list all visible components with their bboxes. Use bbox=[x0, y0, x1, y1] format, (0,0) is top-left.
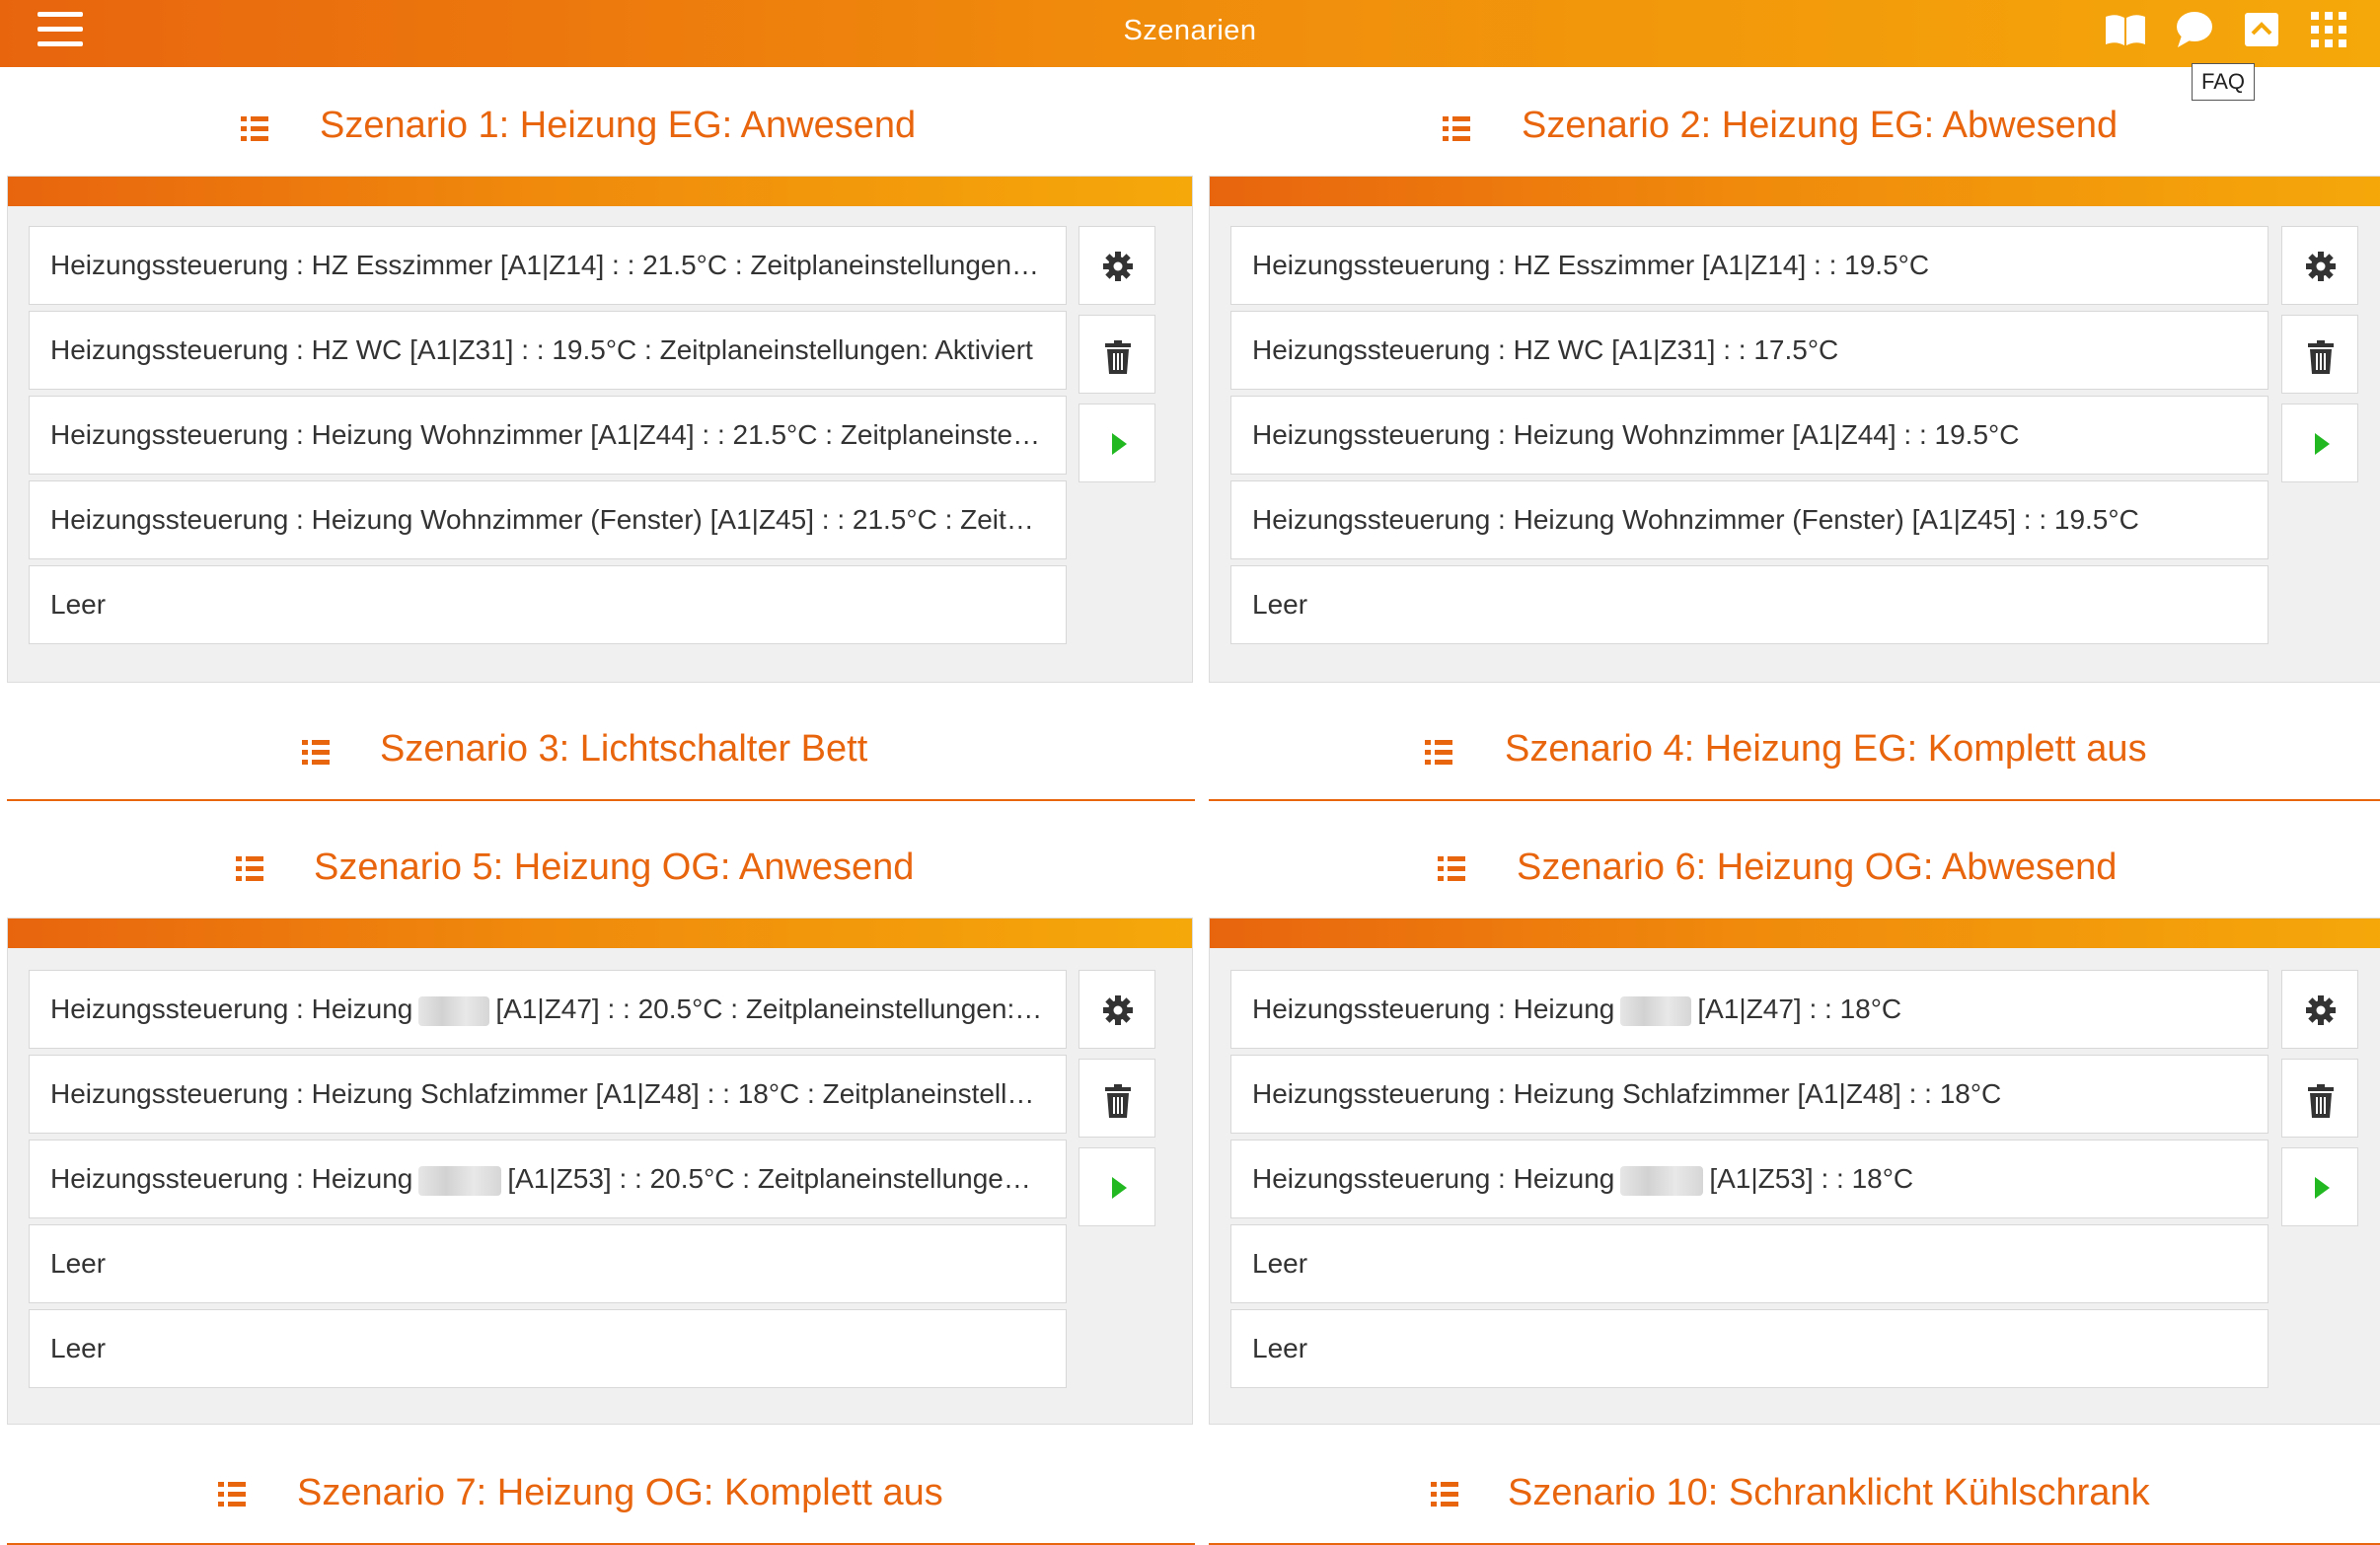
scenario-action-row[interactable]: Heizungssteuerung : Heizung Wohnzimmer (… bbox=[29, 480, 1067, 559]
delete-button[interactable] bbox=[1078, 315, 1155, 394]
scenario-action-row[interactable]: Heizungssteuerung : Heizung [A1|Z53] : : … bbox=[1230, 1140, 2268, 1218]
settings-button[interactable] bbox=[2281, 970, 2358, 1049]
scenario-action-row[interactable]: Leer bbox=[1230, 565, 2268, 644]
book-icon[interactable] bbox=[2104, 8, 2147, 51]
scenario-panel: Heizungssteuerung : HZ Esszimmer [A1|Z14… bbox=[1209, 176, 2380, 683]
scenario-action-row[interactable]: Heizungssteuerung : HZ WC [A1|Z31] : : 1… bbox=[29, 311, 1067, 390]
scenario-action-row[interactable]: Leer bbox=[1230, 1309, 2268, 1388]
play-button[interactable] bbox=[2281, 404, 2358, 482]
list-icon bbox=[302, 740, 330, 765]
scenario-action-row[interactable]: Heizungssteuerung : Heizung Schlafzimmer… bbox=[29, 1055, 1067, 1134]
scenario-title: Szenario 4: Heizung EG: Komplett aus bbox=[1505, 728, 2147, 770]
trash-icon bbox=[1105, 340, 1131, 374]
scenario-action-row[interactable]: Leer bbox=[29, 1309, 1067, 1388]
hamburger-menu-icon[interactable] bbox=[37, 12, 83, 47]
settings-button[interactable] bbox=[1078, 970, 1155, 1049]
list-icon bbox=[236, 856, 263, 881]
scenario-title: Szenario 7: Heizung OG: Komplett aus bbox=[297, 1472, 943, 1513]
play-icon bbox=[1112, 1177, 1127, 1199]
list-icon bbox=[218, 1482, 246, 1507]
gear-icon bbox=[2306, 995, 2336, 1025]
scenario-header[interactable]: Szenario 7: Heizung OG: Komplett aus bbox=[7, 1464, 1195, 1545]
scenario-panel: Heizungssteuerung : Heizung [A1|Z47] : : … bbox=[7, 918, 1193, 1425]
list-icon bbox=[241, 116, 268, 141]
list-icon bbox=[1438, 856, 1465, 881]
scenario-action-row[interactable]: Leer bbox=[1230, 1224, 2268, 1303]
list-icon bbox=[1431, 1482, 1458, 1507]
settings-button[interactable] bbox=[2281, 226, 2358, 305]
delete-button[interactable] bbox=[1078, 1059, 1155, 1138]
grid-apps-icon[interactable] bbox=[2307, 8, 2350, 51]
trash-icon bbox=[2308, 340, 2334, 374]
scenario-panel: Heizungssteuerung : HZ Esszimmer [A1|Z14… bbox=[7, 176, 1193, 683]
scenario-action-row[interactable]: Leer bbox=[29, 565, 1067, 644]
scenario-title: Szenario 2: Heizung EG: Abwesend bbox=[1522, 105, 2119, 146]
delete-button[interactable] bbox=[2281, 1059, 2358, 1138]
scenario-header[interactable]: Szenario 1: Heizung EG: Anwesend bbox=[8, 91, 1196, 170]
scenario-action-row[interactable]: Heizungssteuerung : HZ Esszimmer [A1|Z14… bbox=[1230, 226, 2268, 305]
scenario-header[interactable]: Szenario 6: Heizung OG: Abwesend bbox=[1210, 839, 2380, 918]
gear-icon bbox=[1103, 252, 1133, 281]
scenario-title: Szenario 3: Lichtschalter Bett bbox=[380, 728, 868, 770]
scenario-action-row[interactable]: Heizungssteuerung : HZ WC [A1|Z31] : : 1… bbox=[1230, 311, 2268, 390]
list-icon bbox=[1425, 740, 1452, 765]
redacted-room-name bbox=[1620, 995, 1692, 1026]
play-icon bbox=[2315, 1177, 2330, 1199]
redacted-room-name bbox=[418, 1165, 502, 1196]
scenario-action-row[interactable]: Heizungssteuerung : HZ Esszimmer [A1|Z14… bbox=[29, 226, 1067, 305]
scenario-header[interactable]: Szenario 2: Heizung EG: Abwesend bbox=[1210, 91, 2380, 170]
faq-tooltip: FAQ bbox=[2192, 63, 2255, 101]
scenario-header[interactable]: Szenario 5: Heizung OG: Anwesend bbox=[8, 839, 1196, 918]
play-button[interactable] bbox=[1078, 1147, 1155, 1226]
scenario-action-row[interactable]: Heizungssteuerung : Heizung [A1|Z47] : : … bbox=[29, 970, 1067, 1049]
settings-button[interactable] bbox=[1078, 226, 1155, 305]
scenario-panel: Heizungssteuerung : Heizung [A1|Z47] : : … bbox=[1209, 918, 2380, 1425]
page-title: Szenarien bbox=[1123, 15, 1257, 46]
scenario-title: Szenario 6: Heizung OG: Abwesend bbox=[1517, 846, 2118, 888]
scenario-header[interactable]: Szenario 4: Heizung EG: Komplett aus bbox=[1209, 720, 2380, 801]
gear-icon bbox=[1103, 995, 1133, 1025]
play-button[interactable] bbox=[1078, 404, 1155, 482]
list-icon bbox=[1443, 116, 1470, 141]
scenario-title: Szenario 5: Heizung OG: Anwesend bbox=[314, 846, 915, 888]
trash-icon bbox=[2308, 1084, 2334, 1118]
scenario-title: Szenario 1: Heizung EG: Anwesend bbox=[320, 105, 917, 146]
scenario-action-row[interactable]: Heizungssteuerung : Heizung [A1|Z53] : : … bbox=[29, 1140, 1067, 1218]
gear-icon bbox=[2306, 252, 2336, 281]
scenario-action-row[interactable]: Heizungssteuerung : Heizung [A1|Z47] : : … bbox=[1230, 970, 2268, 1049]
delete-button[interactable] bbox=[2281, 315, 2358, 394]
redacted-room-name bbox=[418, 995, 490, 1026]
scenario-action-row[interactable]: Heizungssteuerung : Heizung Wohnzimmer [… bbox=[1230, 396, 2268, 475]
scenario-action-row[interactable]: Heizungssteuerung : Heizung Wohnzimmer (… bbox=[1230, 480, 2268, 559]
redacted-room-name bbox=[1620, 1165, 1704, 1196]
scenario-action-row[interactable]: Leer bbox=[29, 1224, 1067, 1303]
scenario-action-row[interactable]: Heizungssteuerung : Heizung Schlafzimmer… bbox=[1230, 1055, 2268, 1134]
scenario-title: Szenario 10: Schranklicht Kühlschrank bbox=[1508, 1472, 2150, 1513]
trash-icon bbox=[1105, 1084, 1131, 1118]
arrow-up-box-icon[interactable] bbox=[2240, 8, 2283, 51]
top-app-bar: Szenarien bbox=[0, 0, 2380, 67]
play-icon bbox=[2315, 433, 2330, 455]
scenario-header[interactable]: Szenario 3: Lichtschalter Bett bbox=[7, 720, 1195, 801]
chat-bubble-icon[interactable] bbox=[2173, 8, 2216, 51]
scenario-action-row[interactable]: Heizungssteuerung : Heizung Wohnzimmer [… bbox=[29, 396, 1067, 475]
play-icon bbox=[1112, 433, 1127, 455]
play-button[interactable] bbox=[2281, 1147, 2358, 1226]
scenario-header[interactable]: Szenario 10: Schranklicht Kühlschrank bbox=[1209, 1464, 2380, 1545]
